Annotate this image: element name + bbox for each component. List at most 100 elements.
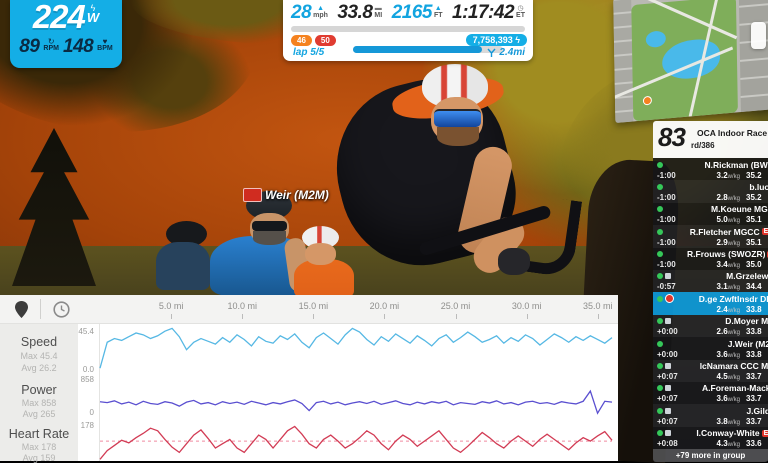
watts-per-kg: 2.6w/kg — [716, 327, 740, 337]
rider-main-beard — [437, 127, 479, 146]
distance-ridden: 35.1 — [746, 237, 762, 247]
race-position-suffix: rd/386 — [691, 141, 715, 150]
cadence-unit: RPM — [43, 45, 59, 52]
leaderboard-rows: N.Rickman (BWBB -1:00 3.2w/kg 35.2b.luong -1… — [653, 158, 768, 450]
power-y-top: 858 — [80, 375, 94, 384]
watts-per-kg: 5.0w/kg — [716, 215, 740, 225]
race-leaderboard: 83 rd/386 OCA Indoor Race S N.Rickman (B… — [653, 121, 768, 462]
leaderboard-row[interactable]: M.Koeune MGCC -1:00 5.0w/kg 35.1 — [653, 202, 768, 226]
time-gap: +0:07 — [657, 372, 678, 382]
time-gap: -1:00 — [657, 260, 676, 270]
leaderboard-header: 83 rd/386 OCA Indoor Race S — [653, 121, 768, 158]
distance-ridden: 33.7 — [746, 372, 762, 382]
distance-ridden: 33.8 — [746, 327, 762, 337]
time-view-button[interactable] — [42, 297, 80, 321]
toolbar-divider — [40, 299, 41, 319]
ride-stats-panel: 28 ▲ mph 33.8 ▬ MI 2165 ▲ FT 1:17:42 ◷ E… — [283, 0, 533, 61]
time-gap: -1:00 — [657, 170, 676, 180]
distance-ridden: 33.8 — [746, 304, 762, 314]
club-badge-icon — [665, 407, 671, 414]
leaderboard-row[interactable]: J.Weir (M2M) +0:00 3.6w/kg 33.8 — [653, 337, 768, 360]
category-chip: E3M — [761, 429, 768, 437]
distance-value: 33.8 — [337, 2, 373, 23]
rider-online-dot — [657, 161, 663, 168]
rider-name: b.luong — [749, 181, 768, 192]
power-unit: W — [86, 10, 100, 25]
player-badge-icon — [665, 294, 674, 304]
leaderboard-footer: +79 more in group — [653, 449, 768, 462]
timer-icon: ◷ — [517, 5, 524, 12]
rider-online-dot — [657, 183, 663, 190]
map-pin-icon — [14, 300, 28, 318]
leaderboard-row[interactable]: N.Rickman (BWBB -1:00 3.2w/kg 35.2 — [653, 158, 768, 181]
x-tick-label: 20.0 mi — [369, 301, 400, 311]
watts-per-kg: 3.6w/kg — [716, 394, 740, 404]
heart-rate-avg-label: Avg 159 — [22, 453, 56, 463]
level-badge: 46 — [291, 35, 312, 46]
speed-y-bottom: 0.0 — [82, 365, 94, 374]
category-chip: E3M — [761, 228, 768, 236]
x-tick-mark — [455, 314, 457, 319]
time-gap: -1:00 — [657, 192, 676, 202]
speed-section-label: Speed — [20, 335, 58, 349]
x-tick-mark — [526, 314, 528, 319]
leaderboard-row[interactable]: lcNamara CCC M2M +0:07 4.5w/kg 33.7 — [653, 359, 768, 382]
watts-per-kg: 4.3w/kg — [716, 439, 740, 449]
rider-online-dot — [657, 407, 663, 414]
heart-icon: ♥ — [102, 37, 108, 46]
club-badge-icon — [665, 385, 671, 392]
x-tick-label: 10.0 mi — [227, 301, 257, 311]
rider-name: J.Gilden — [746, 405, 768, 416]
watts-per-kg: 4.5w/kg — [716, 372, 740, 382]
rider-online-dot — [657, 430, 663, 437]
leaderboard-row[interactable]: D.ge ZwftInsdr DIRT2.4w/kg 33.8 — [653, 292, 768, 315]
distance-ridden: 33.6 — [746, 439, 762, 449]
power-avg-label: Avg 265 — [22, 409, 56, 419]
leaderboard-row[interactable]: R.Fletcher MGCCE3M -1:00 2.9w/kg 35.1 — [653, 225, 768, 248]
race-position: 83 — [658, 122, 686, 152]
leaderboard-row[interactable]: I.Conway-WhiteE3M +0:08 4.3w/kg 33.6 — [653, 426, 768, 450]
rider-name: J.Weir (M2M) — [727, 338, 768, 349]
map-pin-button[interactable] — [2, 297, 40, 321]
power-y-bottom: 0 — [89, 408, 94, 417]
distance-ridden: 34.4 — [746, 282, 762, 292]
rider-name: M.Koeune MGCC — [711, 204, 768, 215]
rider-online-dot — [657, 318, 663, 325]
leaderboard-row[interactable]: b.luong -1:00 2.8w/kg 35.2 — [653, 180, 768, 203]
leaderboard-row[interactable]: J.Gilden +0:07 3.8w/kg 33.7 — [653, 404, 768, 427]
rider-main-sunglasses — [434, 109, 481, 127]
watts-per-kg: 2.8w/kg — [716, 192, 740, 202]
speed-value: 28 — [291, 2, 312, 23]
time-gap: -1:00 — [657, 237, 676, 247]
rider-name: A.Foreman-Mackey — [702, 383, 768, 394]
leaderboard-row[interactable]: M.Grzelewski -0:57 3.1w/kg 34.4 — [653, 269, 768, 293]
map-button[interactable] — [751, 22, 766, 49]
distance-ridden: 35.1 — [746, 215, 762, 225]
time-gap: -1:00 — [657, 215, 676, 225]
time-gap: -0:57 — [657, 282, 676, 292]
distance-icon: ▬ — [374, 5, 382, 12]
elapsed-time-value: 1:17:42 — [452, 2, 515, 23]
x-tick-label: 25.0 mi — [440, 301, 471, 311]
time-unit: ET — [516, 12, 525, 19]
club-badge-icon — [665, 318, 671, 325]
time-gap: +0:08 — [657, 439, 678, 449]
rider-name: I.Conway-White — [696, 428, 760, 439]
leaderboard-row[interactable]: A.Foreman-Mackey +0:07 3.6w/kg 33.7 — [653, 381, 768, 405]
x-tick-label: 30.0 mi — [511, 301, 542, 311]
rider-online-dot — [657, 206, 663, 213]
x-tick-label: 35.0 mi — [583, 301, 613, 311]
leaderboard-row[interactable]: D.Moyer M2M +0:00 2.6w/kg 33.8 — [653, 314, 768, 338]
elevation-unit: FT — [433, 12, 443, 19]
watts-per-kg: 3.6w/kg — [716, 349, 740, 359]
minimap[interactable] — [613, 0, 768, 124]
rider-name: M.Grzelewski — [726, 271, 768, 282]
heart-rate-chart — [100, 423, 612, 461]
xp-bolt-icon: ϟ — [515, 35, 520, 45]
lap-progress-track — [353, 46, 503, 53]
level-cap-badge: 50 — [314, 35, 336, 46]
time-gap: +0:00 — [657, 327, 678, 337]
route-split-icon — [487, 48, 496, 57]
